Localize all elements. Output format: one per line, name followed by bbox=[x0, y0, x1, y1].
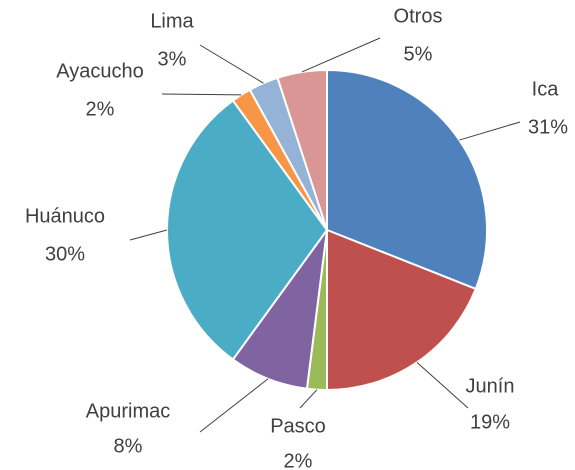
value-label: 2% bbox=[284, 450, 313, 470]
value-label: 3% bbox=[158, 48, 187, 70]
value-label: 19% bbox=[470, 411, 510, 433]
leader-line bbox=[199, 378, 269, 433]
value-label: 31% bbox=[528, 116, 568, 138]
pie-slice bbox=[276, 68, 328, 231]
value-label: 5% bbox=[404, 43, 433, 65]
leader-line bbox=[459, 121, 521, 141]
slice-label: Apurimac bbox=[86, 400, 170, 422]
value-label: 2% bbox=[86, 98, 115, 120]
leader-line bbox=[416, 361, 469, 409]
slice-label: Junín bbox=[466, 375, 515, 397]
slice-label: Huánuco bbox=[25, 205, 105, 227]
slice-label: Lima bbox=[150, 10, 194, 32]
pie-slice bbox=[326, 68, 488, 291]
value-label: 30% bbox=[45, 243, 85, 265]
value-label: 8% bbox=[114, 435, 143, 457]
slice-label: Otros bbox=[394, 5, 443, 27]
pie-slice bbox=[326, 228, 478, 392]
leader-line bbox=[129, 229, 168, 241]
slice-label: Pasco bbox=[270, 415, 326, 437]
leader-line bbox=[161, 93, 242, 96]
leader-line bbox=[301, 37, 381, 73]
slice-label: Ica bbox=[532, 78, 560, 100]
leader-line bbox=[199, 44, 264, 84]
leader-line bbox=[299, 389, 318, 409]
pie-slice bbox=[166, 99, 329, 361]
slice-label: Ayacucho bbox=[56, 60, 143, 82]
